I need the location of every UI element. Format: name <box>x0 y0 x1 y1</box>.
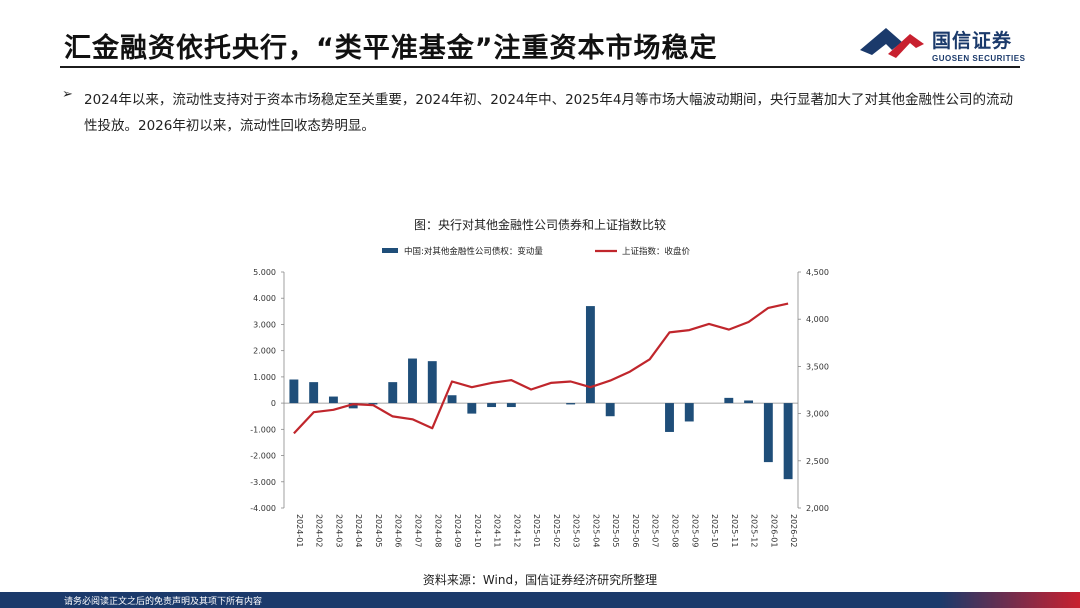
bar-2024-11 <box>487 403 497 408</box>
bar-2026-01 <box>763 403 773 463</box>
x-tick-label: 2025-03 <box>572 514 581 547</box>
x-tick-label: 2024-04 <box>354 514 363 547</box>
x-tick-label: 2025-02 <box>552 514 561 547</box>
left-tick-label: 0 <box>271 399 276 408</box>
x-tick-label: 2024-11 <box>493 514 502 547</box>
left-tick-label: -2.000 <box>250 452 276 461</box>
x-tick-label: 2025-10 <box>710 514 719 547</box>
x-tick-label: 2025-09 <box>690 514 699 547</box>
index-line <box>293 302 789 435</box>
x-tick-label: 2025-06 <box>631 514 640 547</box>
footer-accent <box>940 592 1080 608</box>
bar-2024-09 <box>447 395 457 404</box>
footer-disclaimer: 请务必阅读正文之后的免责声明及其项下所有内容 <box>64 597 263 607</box>
x-tick-label: 2024-05 <box>374 514 383 547</box>
guosen-logo-icon <box>860 28 924 58</box>
bar-2025-08 <box>665 403 674 432</box>
x-tick-label: 2024-08 <box>433 514 442 547</box>
legend-bar-swatch <box>382 248 398 253</box>
x-tick-label: 2025-12 <box>750 514 759 547</box>
x-tick-label: 2025-08 <box>671 514 680 547</box>
left-tick-label: 5.000 <box>253 268 276 277</box>
right-tick-label: 2,000 <box>806 504 829 513</box>
bar-2025-05 <box>605 403 615 417</box>
bar-2024-10 <box>467 403 477 414</box>
bar-2024-01 <box>289 379 299 404</box>
bar-2025-09 <box>684 403 694 422</box>
left-tick-label: -3.000 <box>250 478 276 487</box>
bar-2024-06 <box>388 382 398 404</box>
x-tick-label: 2024-06 <box>394 514 403 547</box>
right-tick-label: 4,000 <box>806 315 829 324</box>
bar-2025-12 <box>744 400 754 404</box>
right-tick-label: 3,000 <box>806 410 829 419</box>
x-tick-label: 2024-10 <box>473 514 482 547</box>
footer-bar: 请务必阅读正文之后的免责声明及其项下所有内容 <box>0 592 1080 608</box>
left-tick-label: 4.000 <box>253 294 276 303</box>
bar-2024-02 <box>309 382 319 404</box>
x-tick-label: 2025-07 <box>651 514 660 547</box>
page-title: 汇金融资依托央行，“类平准基金”注重资本市场稳定 <box>64 33 718 64</box>
left-tick-label: 2.000 <box>253 347 276 356</box>
right-tick-label: 4,500 <box>806 268 829 277</box>
x-tick-label: 2024-09 <box>453 514 462 547</box>
chart-title: 图：央行对其他金融性公司债券和上证指数比较 <box>413 218 666 232</box>
x-tick-label: 2024-12 <box>512 514 521 547</box>
title-divider <box>60 66 1020 68</box>
bar-2024-08 <box>427 361 437 404</box>
right-tick-label: 3,500 <box>806 362 829 371</box>
left-tick-label: 3.000 <box>253 320 276 329</box>
x-tick-label: 2026-01 <box>769 514 778 547</box>
bar-2026-02 <box>783 403 793 480</box>
bar-2024-05 <box>368 403 378 405</box>
bullet-arrow-icon: ➢ <box>62 87 73 102</box>
bar-2025-03 <box>566 403 576 405</box>
bar-2025-11 <box>724 397 734 404</box>
bar-2024-07 <box>408 358 417 404</box>
x-tick-label: 2024-07 <box>414 514 423 547</box>
bar-2024-12 <box>506 403 516 408</box>
x-tick-label: 2024-01 <box>295 514 304 547</box>
x-tick-label: 2025-11 <box>730 514 739 547</box>
left-tick-label: 1.000 <box>253 373 276 382</box>
x-tick-label: 2025-05 <box>611 514 620 547</box>
x-tick-label: 2024-02 <box>315 514 324 547</box>
x-tick-label: 2025-04 <box>591 514 600 547</box>
left-tick-label: -4.000 <box>250 504 276 513</box>
bar-2024-03 <box>328 396 338 404</box>
x-tick-label: 2025-01 <box>532 514 541 547</box>
logo-chinese-name: 国信证券 <box>932 30 1013 52</box>
summary-text: 2024年以来，流动性支持对于资本市场稳定至关重要，2024年初、2024年中、… <box>84 92 1014 134</box>
left-tick-label: -1.000 <box>250 425 276 434</box>
logo-english-name: GUOSEN SECURITIES <box>932 54 1026 63</box>
x-tick-label: 2026-02 <box>789 514 798 547</box>
brand-logo: 国信证券 GUOSEN SECURITIES <box>858 24 1028 66</box>
bar-2024-04 <box>348 403 358 409</box>
x-tick-label: 2024-03 <box>334 514 343 547</box>
chart-source: 资料来源：Wind，国信证券经济研究所整理 <box>422 573 658 587</box>
right-tick-label: 2,500 <box>806 457 829 466</box>
bar-2025-04 <box>585 306 595 404</box>
legend-bar-label: 中国:对其他金融性公司债权：变动量 <box>404 246 543 257</box>
legend-line-label: 上证指数：收盘价 <box>622 246 691 257</box>
